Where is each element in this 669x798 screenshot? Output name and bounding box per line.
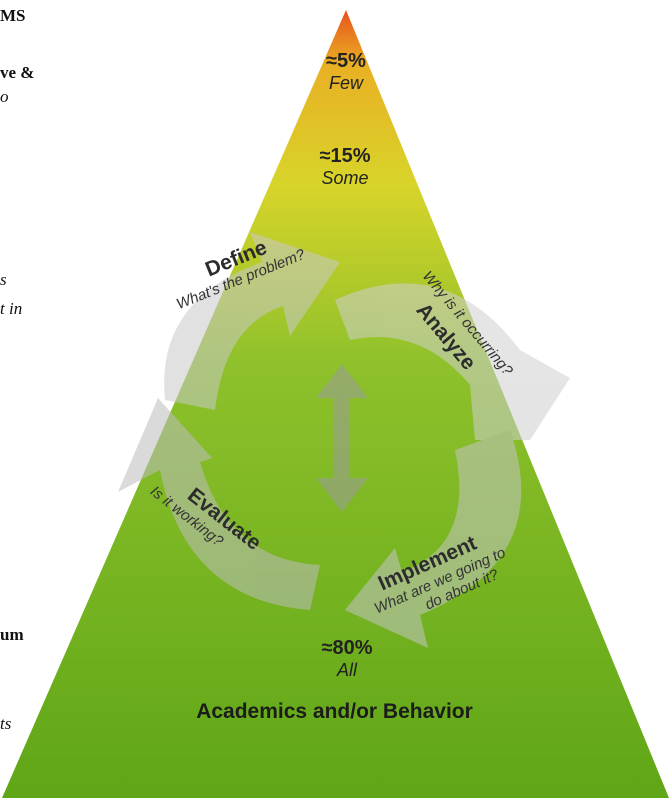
cycle-ring <box>118 232 570 648</box>
tier-all: ≈80% All <box>292 637 402 681</box>
tier-few: ≈5% Few <box>296 50 396 94</box>
clipped-text-2: ve & <box>0 63 35 82</box>
tier-some: ≈15% Some <box>290 145 400 189</box>
clipped-text-4: s <box>0 270 7 289</box>
analyze-arrow <box>335 283 570 440</box>
double-headed-vertical-arrow-icon <box>316 364 368 512</box>
clipped-text-1: MS <box>0 6 26 25</box>
clipped-text-5: t in <box>0 299 23 318</box>
tier-some-label: Some <box>321 168 369 188</box>
tier-all-percent: ≈80% <box>321 637 373 659</box>
tier-some-percent: ≈15% <box>319 145 371 167</box>
implement-arrow <box>345 430 522 648</box>
define-arrow <box>164 232 340 410</box>
tier-few-label: Few <box>328 73 363 93</box>
clipped-text-7: ts <box>0 714 12 733</box>
pyramid-base-label: Academics and/or Behavior <box>196 700 473 723</box>
clipped-text-6: um <box>0 625 24 644</box>
clipped-text-3: o <box>0 87 9 106</box>
tier-all-label: All <box>336 660 357 680</box>
tier-few-percent: ≈5% <box>326 50 366 72</box>
evaluate-arrow <box>118 398 320 610</box>
